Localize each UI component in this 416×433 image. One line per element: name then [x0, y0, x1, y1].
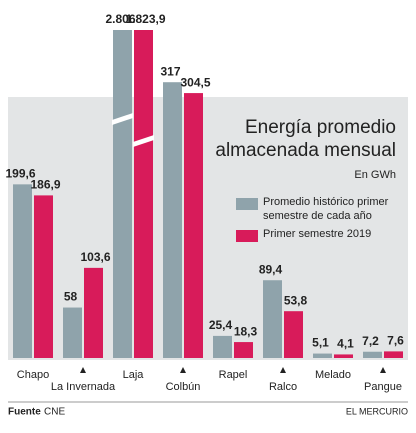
bar	[184, 93, 203, 359]
x-tick-label: La Invernada	[51, 381, 116, 393]
x-tick-label: Laja	[123, 369, 145, 381]
value-label: 89,4	[259, 262, 283, 276]
x-tick-label: Colbún	[166, 381, 201, 393]
value-label: 4,1	[337, 337, 354, 351]
chart-title: almacenada mensual	[215, 140, 396, 161]
bar	[234, 342, 253, 358]
value-label: 58	[64, 290, 78, 304]
tick-marker	[380, 367, 386, 373]
bar	[213, 335, 232, 358]
bar	[84, 267, 103, 358]
legend-swatch	[236, 230, 258, 242]
value-label: 25,4	[209, 318, 233, 332]
bar	[334, 354, 353, 358]
source-label: Fuente	[8, 407, 41, 418]
publisher: EL MERCURIO	[346, 406, 408, 416]
value-label: 1.823,9	[125, 12, 165, 26]
x-tick-label: Melado	[315, 369, 351, 381]
source: CNE	[44, 407, 65, 418]
legend-label: Promedio histórico primer semestre de ca…	[263, 196, 389, 222]
legend-text: Primer semestre 2019	[263, 228, 372, 240]
legend-swatch	[236, 198, 258, 210]
bar	[13, 184, 32, 358]
chart-title: Energía promedio	[245, 117, 396, 138]
value-label: 7,2	[362, 334, 379, 348]
bar	[263, 280, 282, 358]
bar	[63, 307, 82, 358]
value-label: 18,3	[234, 324, 258, 338]
bar-break	[112, 113, 133, 125]
x-tick-label: Rapel	[219, 369, 248, 381]
bar	[384, 351, 403, 358]
value-label: 199,6	[5, 167, 35, 181]
value-label: 186,9	[30, 178, 60, 192]
tick-marker	[180, 367, 186, 373]
tick-marker	[80, 367, 86, 373]
x-tick-label: Pangue	[364, 381, 402, 393]
bar	[313, 353, 332, 358]
bar	[134, 30, 153, 358]
bar	[363, 351, 382, 358]
value-label: 304,5	[180, 75, 210, 89]
bar	[34, 195, 53, 358]
x-tick-label: Ralco	[269, 381, 297, 393]
value-label: 103,6	[80, 250, 110, 264]
tick-marker	[280, 367, 286, 373]
bar	[113, 30, 132, 358]
value-label: 7,6	[387, 334, 404, 348]
legend-label: Primer semestre 2019	[263, 228, 372, 240]
legend-text: Promedio histórico primer semestre de ca…	[263, 196, 389, 222]
subtitle: En GWh	[354, 169, 396, 181]
value-label: 317	[160, 64, 180, 78]
bar	[163, 82, 182, 359]
value-label: 53,8	[284, 293, 308, 307]
value-label: 5,1	[312, 336, 329, 350]
value-label: 2.806	[105, 12, 135, 26]
x-tick-label: Chapo	[17, 369, 49, 381]
bar	[284, 311, 303, 358]
bar-break	[133, 135, 154, 147]
